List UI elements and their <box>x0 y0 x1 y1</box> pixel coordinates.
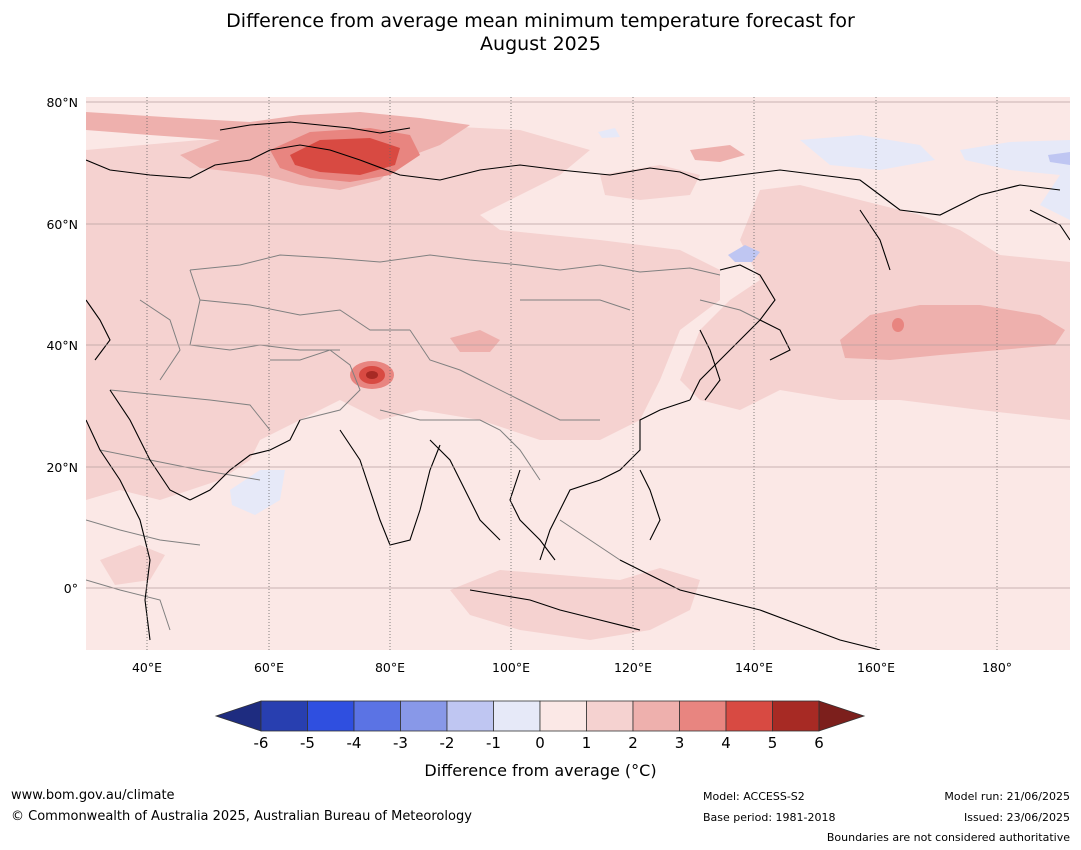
anomaly-cool-region <box>800 135 935 170</box>
colorbar-cell <box>260 700 308 732</box>
copyright-text: © Commonwealth of Australia 2025, Austra… <box>11 809 472 824</box>
colorbar-tick-label: -1 <box>486 734 501 752</box>
title-line-2: August 2025 <box>480 33 601 55</box>
colorbar-tick-label: -4 <box>346 734 362 752</box>
lon-label-100e: 100°E <box>491 660 531 675</box>
colorbar-tick-label: 4 <box>721 734 731 752</box>
anomaly-1-2-region <box>680 185 1070 420</box>
lon-label-180: 180° <box>981 660 1013 675</box>
colorbar-cell <box>586 700 634 732</box>
anomaly-5-6-region <box>366 371 378 379</box>
colorbar-tick-label: 6 <box>814 734 824 752</box>
colorbar-tick-label: 2 <box>628 734 638 752</box>
anomaly-1-2-region <box>86 125 720 500</box>
colorbar-tick-label: -6 <box>253 734 269 752</box>
anomaly-cool-region <box>1048 152 1070 165</box>
colorbar-tick-label: 3 <box>674 734 685 752</box>
anomaly-3-4-region <box>892 318 904 332</box>
colorbar-cell <box>307 700 355 732</box>
colorbar-tick-label: 5 <box>767 734 778 752</box>
colorbar-cell <box>493 700 541 732</box>
title-line-1: Difference from average mean minimum tem… <box>226 10 855 32</box>
meridian-lines <box>146 97 998 650</box>
anomaly-1-2-region <box>450 568 700 640</box>
colorbar-label: Difference from average (°C) <box>424 761 657 780</box>
colorbar-extend-low <box>214 700 262 732</box>
lat-label-80n: 80°N <box>46 95 78 110</box>
anomaly-cool-region <box>728 245 760 262</box>
colorbar-tick-label: -2 <box>439 734 455 752</box>
lat-label-40n: 40°N <box>46 338 78 353</box>
colorbar-cell <box>772 700 820 732</box>
lat-label-20n: 20°N <box>46 460 78 475</box>
lon-label-120e: 120°E <box>613 660 653 675</box>
anomaly-2-3-region <box>450 330 500 352</box>
colorbar-tick-label: 1 <box>581 734 592 752</box>
anomaly-2-3-region <box>690 145 745 162</box>
forecast-map <box>86 97 1070 650</box>
lon-label-140e: 140°E <box>734 660 774 675</box>
website-link[interactable]: www.bom.gov.au/climate <box>11 788 175 803</box>
colorbar-cell <box>725 700 773 732</box>
lon-label-160e: 160°E <box>856 660 896 675</box>
lon-label-40e: 40°E <box>131 660 163 675</box>
base-period-text: Base period: 1981-2018 <box>703 811 836 824</box>
chart-title: Difference from average mean minimum tem… <box>0 10 1081 56</box>
issued-text: Issued: 23/06/2025 <box>963 811 1070 824</box>
colorbar-cell <box>446 700 494 732</box>
colorbar-tick-label: -3 <box>393 734 408 752</box>
model-run-text: Model run: 21/06/2025 <box>944 790 1070 803</box>
colorbar-tick-label: 0 <box>535 734 545 752</box>
colorbar-tick-label: -5 <box>300 734 315 752</box>
anomaly-1-2-region <box>600 165 700 200</box>
anomaly-cool-region <box>598 128 620 138</box>
lat-label-60n: 60°N <box>46 217 78 232</box>
parallel-lines <box>86 101 1070 589</box>
colorbar-cell <box>400 700 448 732</box>
disclaimer-text: Boundaries are not considered authoritat… <box>826 831 1070 844</box>
colorbar-extend-high <box>818 700 866 732</box>
model-text: Model: ACCESS-S2 <box>703 790 805 803</box>
anomaly-cool-region <box>960 140 1070 220</box>
lat-label-0: 0° <box>63 581 78 596</box>
colorbar-cell <box>539 700 587 732</box>
colorbar-cell <box>353 700 401 732</box>
anomaly-cool-region <box>230 470 285 515</box>
lon-label-60e: 60°E <box>253 660 285 675</box>
anomaly-4-5-region <box>290 138 400 175</box>
lon-label-80e: 80°E <box>374 660 406 675</box>
colorbar-cell <box>632 700 680 732</box>
country-boundaries <box>86 254 761 631</box>
colorbar-cell <box>679 700 727 732</box>
